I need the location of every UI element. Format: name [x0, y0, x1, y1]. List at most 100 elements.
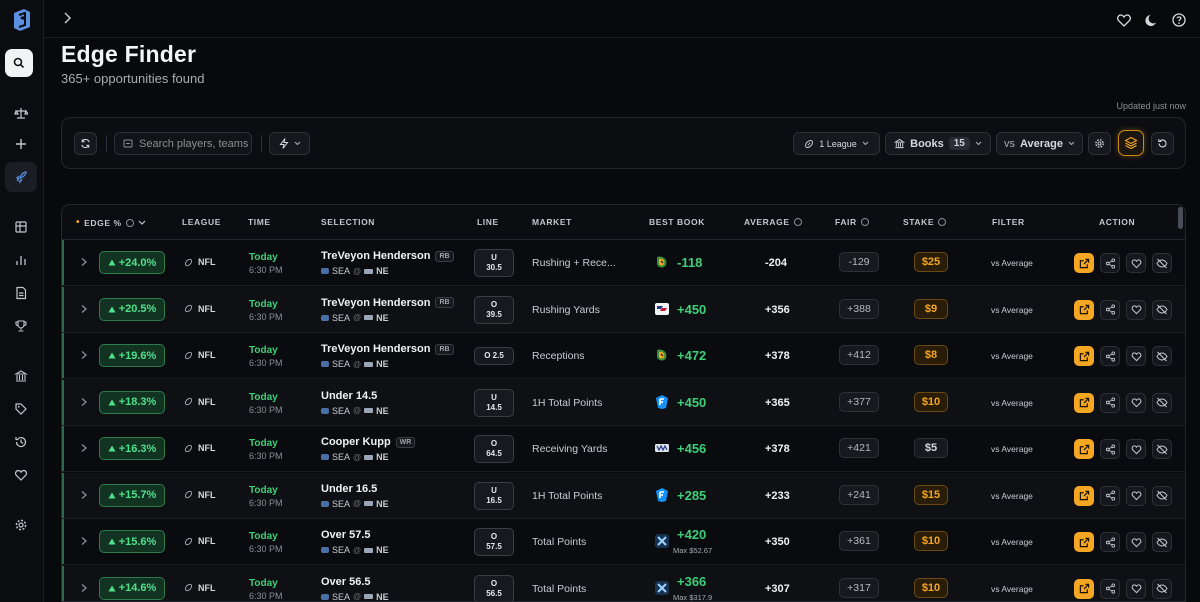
line-chip: U 30.5	[474, 249, 514, 277]
favorite-button[interactable]	[1126, 485, 1146, 506]
layers-view-button[interactable]	[1118, 130, 1144, 156]
selection-name[interactable]: Under 14.5	[321, 389, 378, 402]
help-icon[interactable]	[1171, 12, 1187, 28]
hide-button[interactable]	[1152, 578, 1172, 599]
favorite-button[interactable]	[1126, 578, 1146, 599]
sidebar-item-trophy[interactable]	[11, 316, 31, 336]
sidebar-item-stats[interactable]	[11, 250, 31, 270]
expand-row-chevron-icon[interactable]	[80, 443, 88, 453]
selection-name[interactable]: TreVeyon Henderson RB	[321, 297, 454, 309]
share-button[interactable]	[1100, 253, 1120, 273]
fanduel-logo-icon	[654, 394, 670, 410]
favorite-button[interactable]	[1126, 299, 1146, 320]
compare-dropdown[interactable]: vs Average	[996, 132, 1083, 155]
expand-row-chevron-icon[interactable]	[80, 536, 88, 546]
share-button[interactable]	[1100, 392, 1120, 413]
share-button[interactable]	[1100, 485, 1120, 506]
settings-button[interactable]	[1088, 132, 1111, 155]
sort-chevron-down-icon	[138, 220, 146, 225]
league-filter-dropdown[interactable]: 1 League	[793, 132, 880, 155]
hide-button[interactable]	[1152, 346, 1172, 366]
selection-name[interactable]: Over 57.5	[321, 529, 371, 541]
table-row[interactable]: +19.6% NFL Today 6:30 PM TreVeyon Hender…	[62, 333, 1185, 379]
dark-mode-moon-icon[interactable]	[1144, 12, 1160, 28]
scrollbar[interactable]	[1178, 207, 1183, 229]
app-logo-icon[interactable]	[11, 8, 33, 32]
open-bet-button[interactable]	[1074, 578, 1094, 599]
table-header: • EDGE % LEAGUE TIME SELECTION LINE MARKE…	[62, 205, 1185, 240]
open-bet-button[interactable]	[1074, 392, 1094, 413]
external-link-icon	[1079, 397, 1089, 408]
favorite-button[interactable]	[1126, 532, 1146, 552]
favorite-button[interactable]	[1126, 392, 1146, 413]
selection-name[interactable]: Under 16.5	[321, 482, 378, 495]
sidebar-item-history[interactable]	[11, 432, 31, 452]
selection-name[interactable]: Cooper Kupp WR	[321, 436, 416, 448]
books-filter-dropdown[interactable]: Books 15	[885, 132, 991, 155]
table-row[interactable]: +15.7% NFL Today 6:30 PM Under 16.5 SEA @…	[62, 472, 1185, 519]
selection-name[interactable]: TreVeyon Henderson RB	[321, 343, 454, 355]
line-chip: O 2.5	[474, 347, 514, 365]
expand-row-chevron-icon[interactable]	[80, 397, 88, 407]
sidebar-item-bank[interactable]	[11, 366, 31, 386]
open-bet-button[interactable]	[1074, 439, 1094, 459]
open-bet-button[interactable]	[1074, 532, 1094, 552]
favorite-button[interactable]	[1126, 346, 1146, 366]
game-time: 6:30 PM	[249, 265, 283, 275]
table-row[interactable]: +20.5% NFL Today 6:30 PM TreVeyon Hender…	[62, 286, 1185, 333]
average-odds: +307	[765, 582, 790, 595]
open-bet-button[interactable]	[1074, 253, 1094, 273]
favorites-heart-icon[interactable]	[1116, 12, 1132, 28]
hide-button[interactable]	[1152, 253, 1172, 273]
hide-button[interactable]	[1152, 485, 1172, 506]
refresh-button[interactable]	[74, 132, 97, 155]
table-row[interactable]: +14.6% NFL Today 6:30 PM Over 56.5 SEA @ N…	[62, 565, 1185, 601]
table-row[interactable]: +15.6% NFL Today 6:30 PM Over 57.5 SEA @ N…	[62, 519, 1185, 565]
eye-off-icon	[1156, 444, 1168, 454]
favorite-button[interactable]	[1126, 253, 1146, 273]
share-button[interactable]	[1100, 439, 1120, 459]
sidebar-item-add[interactable]	[11, 134, 31, 154]
column-edge[interactable]: • EDGE %	[76, 217, 146, 228]
open-bet-button[interactable]	[1074, 299, 1094, 320]
sidebar-item-favorites[interactable]	[11, 465, 31, 485]
share-button[interactable]	[1100, 299, 1120, 320]
hide-button[interactable]	[1152, 439, 1172, 459]
sidebar-search-button[interactable]	[5, 49, 33, 77]
search-box[interactable]	[114, 132, 252, 155]
share-button[interactable]	[1100, 578, 1120, 599]
favorite-button[interactable]	[1126, 439, 1146, 459]
hide-button[interactable]	[1152, 532, 1172, 552]
expand-row-chevron-icon[interactable]	[80, 583, 88, 593]
table-row[interactable]: +18.3% NFL Today 6:30 PM Under 14.5 SEA @…	[62, 379, 1185, 426]
table-row[interactable]: +24.0% NFL Today 6:30 PM TreVeyon Hender…	[62, 240, 1185, 286]
hide-button[interactable]	[1152, 392, 1172, 413]
sidebar-item-table[interactable]	[11, 217, 31, 237]
hide-button[interactable]	[1152, 299, 1172, 320]
expand-row-chevron-icon[interactable]	[80, 257, 88, 267]
seahawks-logo-icon	[321, 547, 329, 553]
table-row[interactable]: +16.3% NFL Today 6:30 PM Cooper Kupp WR S…	[62, 426, 1185, 472]
patriots-logo-icon	[364, 361, 374, 367]
selection-name[interactable]: Over 56.5	[321, 575, 371, 588]
sidebar-item-edge-finder[interactable]	[11, 167, 31, 187]
expand-sidebar-chevron-icon[interactable]	[62, 11, 72, 25]
open-bet-button[interactable]	[1074, 485, 1094, 506]
sidebar-item-settings[interactable]	[11, 515, 31, 535]
quick-filter-button[interactable]	[269, 132, 310, 155]
share-icon	[1105, 397, 1115, 408]
expand-row-chevron-icon[interactable]	[80, 350, 88, 360]
expand-row-chevron-icon[interactable]	[80, 490, 88, 500]
open-bet-button[interactable]	[1074, 346, 1094, 366]
search-input[interactable]	[139, 137, 249, 150]
sidebar-item-tags[interactable]	[11, 399, 31, 419]
external-link-icon	[1079, 444, 1089, 454]
sidebar-item-balance[interactable]	[11, 103, 31, 123]
selection-name[interactable]: TreVeyon Henderson RB	[321, 250, 454, 262]
share-button[interactable]	[1100, 532, 1120, 552]
reset-button[interactable]	[1151, 132, 1174, 155]
expand-row-chevron-icon[interactable]	[80, 304, 88, 314]
row-accent-bar	[62, 240, 64, 285]
share-button[interactable]	[1100, 346, 1120, 366]
sidebar-item-docs[interactable]	[11, 283, 31, 303]
